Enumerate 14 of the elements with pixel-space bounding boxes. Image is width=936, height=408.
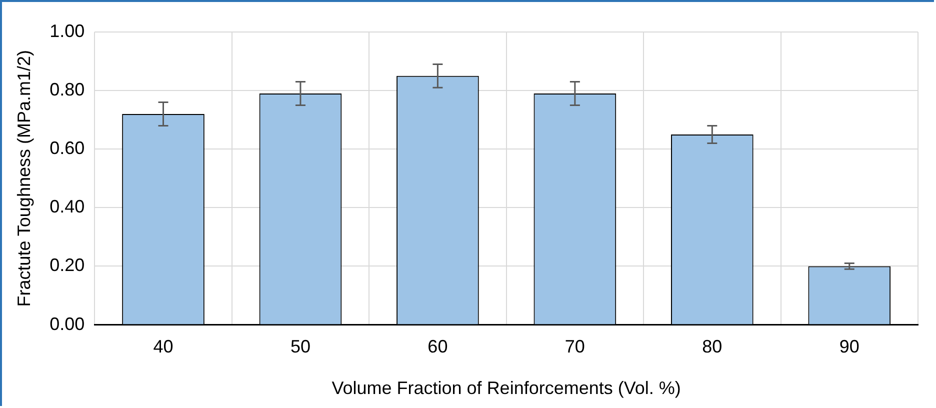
y-tick-label: 0.20 [50, 255, 85, 276]
y-tick-label: 0.60 [50, 138, 85, 158]
x-tick-label: 50 [290, 336, 310, 357]
x-tick-label: 60 [428, 336, 448, 357]
x-tick-label: 40 [153, 336, 174, 357]
y-tick-label: 1.00 [50, 20, 85, 41]
x-tick-label: 90 [839, 336, 860, 357]
x-axis-title: Volume Fraction of Reinforcements (Vol. %) [332, 378, 681, 398]
x-tick-label: 70 [564, 336, 585, 357]
y-axis-title: Fractute Toughness (MPa.m1/2) [14, 50, 34, 307]
y-tick-label: 0.40 [50, 196, 85, 217]
x-tick-label: 80 [702, 336, 722, 357]
y-tick-label: 0.00 [50, 314, 85, 334]
y-tick-label: 0.80 [50, 80, 85, 100]
